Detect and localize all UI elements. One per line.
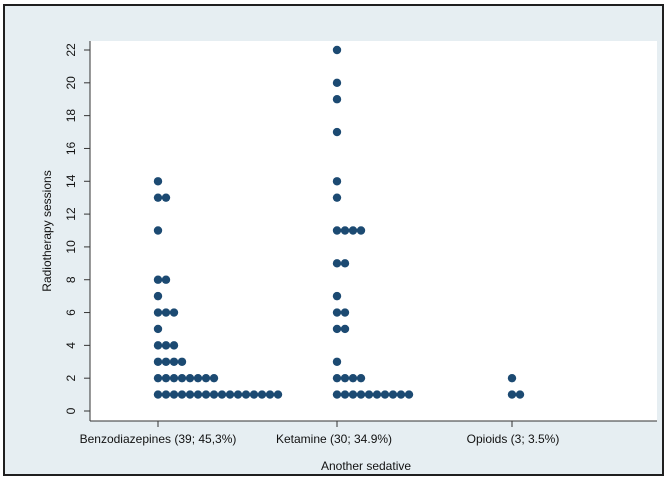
- data-point: [193, 373, 203, 383]
- data-point: [396, 390, 406, 399]
- data-point: [340, 226, 350, 235]
- data-point: [201, 390, 211, 399]
- data-point: [153, 357, 163, 366]
- data-point: [265, 390, 275, 399]
- data-point: [177, 357, 187, 366]
- y-tick-label: 2: [64, 375, 78, 382]
- y-ticks: 0 2 4 6 8 10 12 14 16 18 20 22: [64, 43, 90, 414]
- data-point: [241, 390, 251, 399]
- data-point: [209, 390, 219, 399]
- data-point: [249, 390, 259, 399]
- data-point: [348, 390, 358, 399]
- y-tick-label: 6: [64, 309, 78, 316]
- data-point: [177, 373, 187, 383]
- data-point: [185, 373, 195, 383]
- data-point: [332, 357, 342, 366]
- data-points: [153, 45, 525, 399]
- data-point: [332, 193, 342, 202]
- data-point: [169, 373, 179, 383]
- data-point: [257, 390, 267, 399]
- data-point: [201, 373, 211, 383]
- data-point: [332, 177, 342, 186]
- y-tick-label: 22: [64, 43, 78, 57]
- data-point: [404, 390, 414, 399]
- y-tick-label: 4: [64, 342, 78, 349]
- x-axis-title: Another sedative: [321, 459, 411, 473]
- data-point: [169, 390, 179, 399]
- y-tick-label: 8: [64, 276, 78, 283]
- data-point: [161, 373, 171, 383]
- x-category-label: Opioids (3; 3.5%): [467, 432, 560, 446]
- y-axis-title: Radiotherapy sessions: [40, 170, 54, 291]
- data-point: [332, 95, 342, 104]
- data-point: [153, 324, 163, 334]
- data-point: [209, 373, 219, 383]
- data-point: [340, 373, 350, 383]
- data-point: [356, 226, 366, 235]
- data-point: [153, 341, 163, 350]
- data-point: [507, 373, 517, 383]
- data-point: [153, 193, 163, 202]
- y-tick-label: 10: [64, 240, 78, 254]
- data-point: [340, 308, 350, 317]
- data-point: [332, 127, 342, 137]
- data-point: [356, 373, 366, 383]
- x-ticks: Benzodiazepines (39; 45,3%) Ketamine (30;…: [80, 421, 560, 446]
- data-point: [380, 390, 390, 399]
- data-point: [153, 373, 163, 383]
- data-point: [225, 390, 235, 399]
- data-point: [153, 308, 163, 317]
- data-point: [332, 390, 342, 399]
- data-point: [217, 390, 227, 399]
- data-point: [348, 226, 358, 235]
- data-point: [177, 390, 187, 399]
- data-point: [153, 177, 163, 186]
- data-point: [356, 390, 366, 399]
- data-point: [185, 390, 195, 399]
- data-point: [332, 78, 342, 88]
- data-point: [153, 226, 163, 235]
- data-point: [193, 390, 203, 399]
- y-tick-label: 16: [64, 141, 78, 155]
- data-point: [161, 275, 171, 284]
- data-point: [388, 390, 398, 399]
- data-point: [161, 308, 171, 317]
- data-point: [153, 275, 163, 284]
- data-point: [169, 357, 179, 366]
- y-tick-label: 12: [64, 207, 78, 221]
- data-point: [372, 390, 382, 399]
- data-point: [169, 308, 179, 317]
- data-point: [169, 341, 179, 350]
- y-tick-label: 18: [64, 109, 78, 123]
- data-point: [273, 390, 283, 399]
- data-point: [153, 291, 163, 301]
- data-point: [161, 357, 171, 366]
- data-point: [332, 373, 342, 383]
- data-point: [340, 259, 350, 268]
- data-point: [332, 308, 342, 317]
- y-tick-label: 14: [64, 174, 78, 188]
- data-point: [364, 390, 374, 399]
- data-point: [515, 390, 525, 399]
- data-point: [332, 291, 342, 301]
- data-point: [161, 390, 171, 399]
- data-point: [507, 390, 517, 399]
- data-point: [332, 45, 342, 55]
- data-point: [161, 193, 171, 202]
- y-tick-label: 0: [64, 407, 78, 414]
- data-point: [348, 373, 358, 383]
- data-point: [340, 390, 350, 399]
- data-point: [340, 324, 350, 334]
- data-point: [332, 259, 342, 268]
- data-point: [161, 341, 171, 350]
- data-point: [332, 226, 342, 235]
- plot-area: [90, 41, 657, 421]
- data-point: [153, 390, 163, 399]
- data-point: [233, 390, 243, 399]
- x-category-label: Ketamine (30; 34.9%): [276, 432, 392, 446]
- y-tick-label: 20: [64, 76, 78, 90]
- data-point: [332, 324, 342, 334]
- x-category-label: Benzodiazepines (39; 45,3%): [80, 432, 237, 446]
